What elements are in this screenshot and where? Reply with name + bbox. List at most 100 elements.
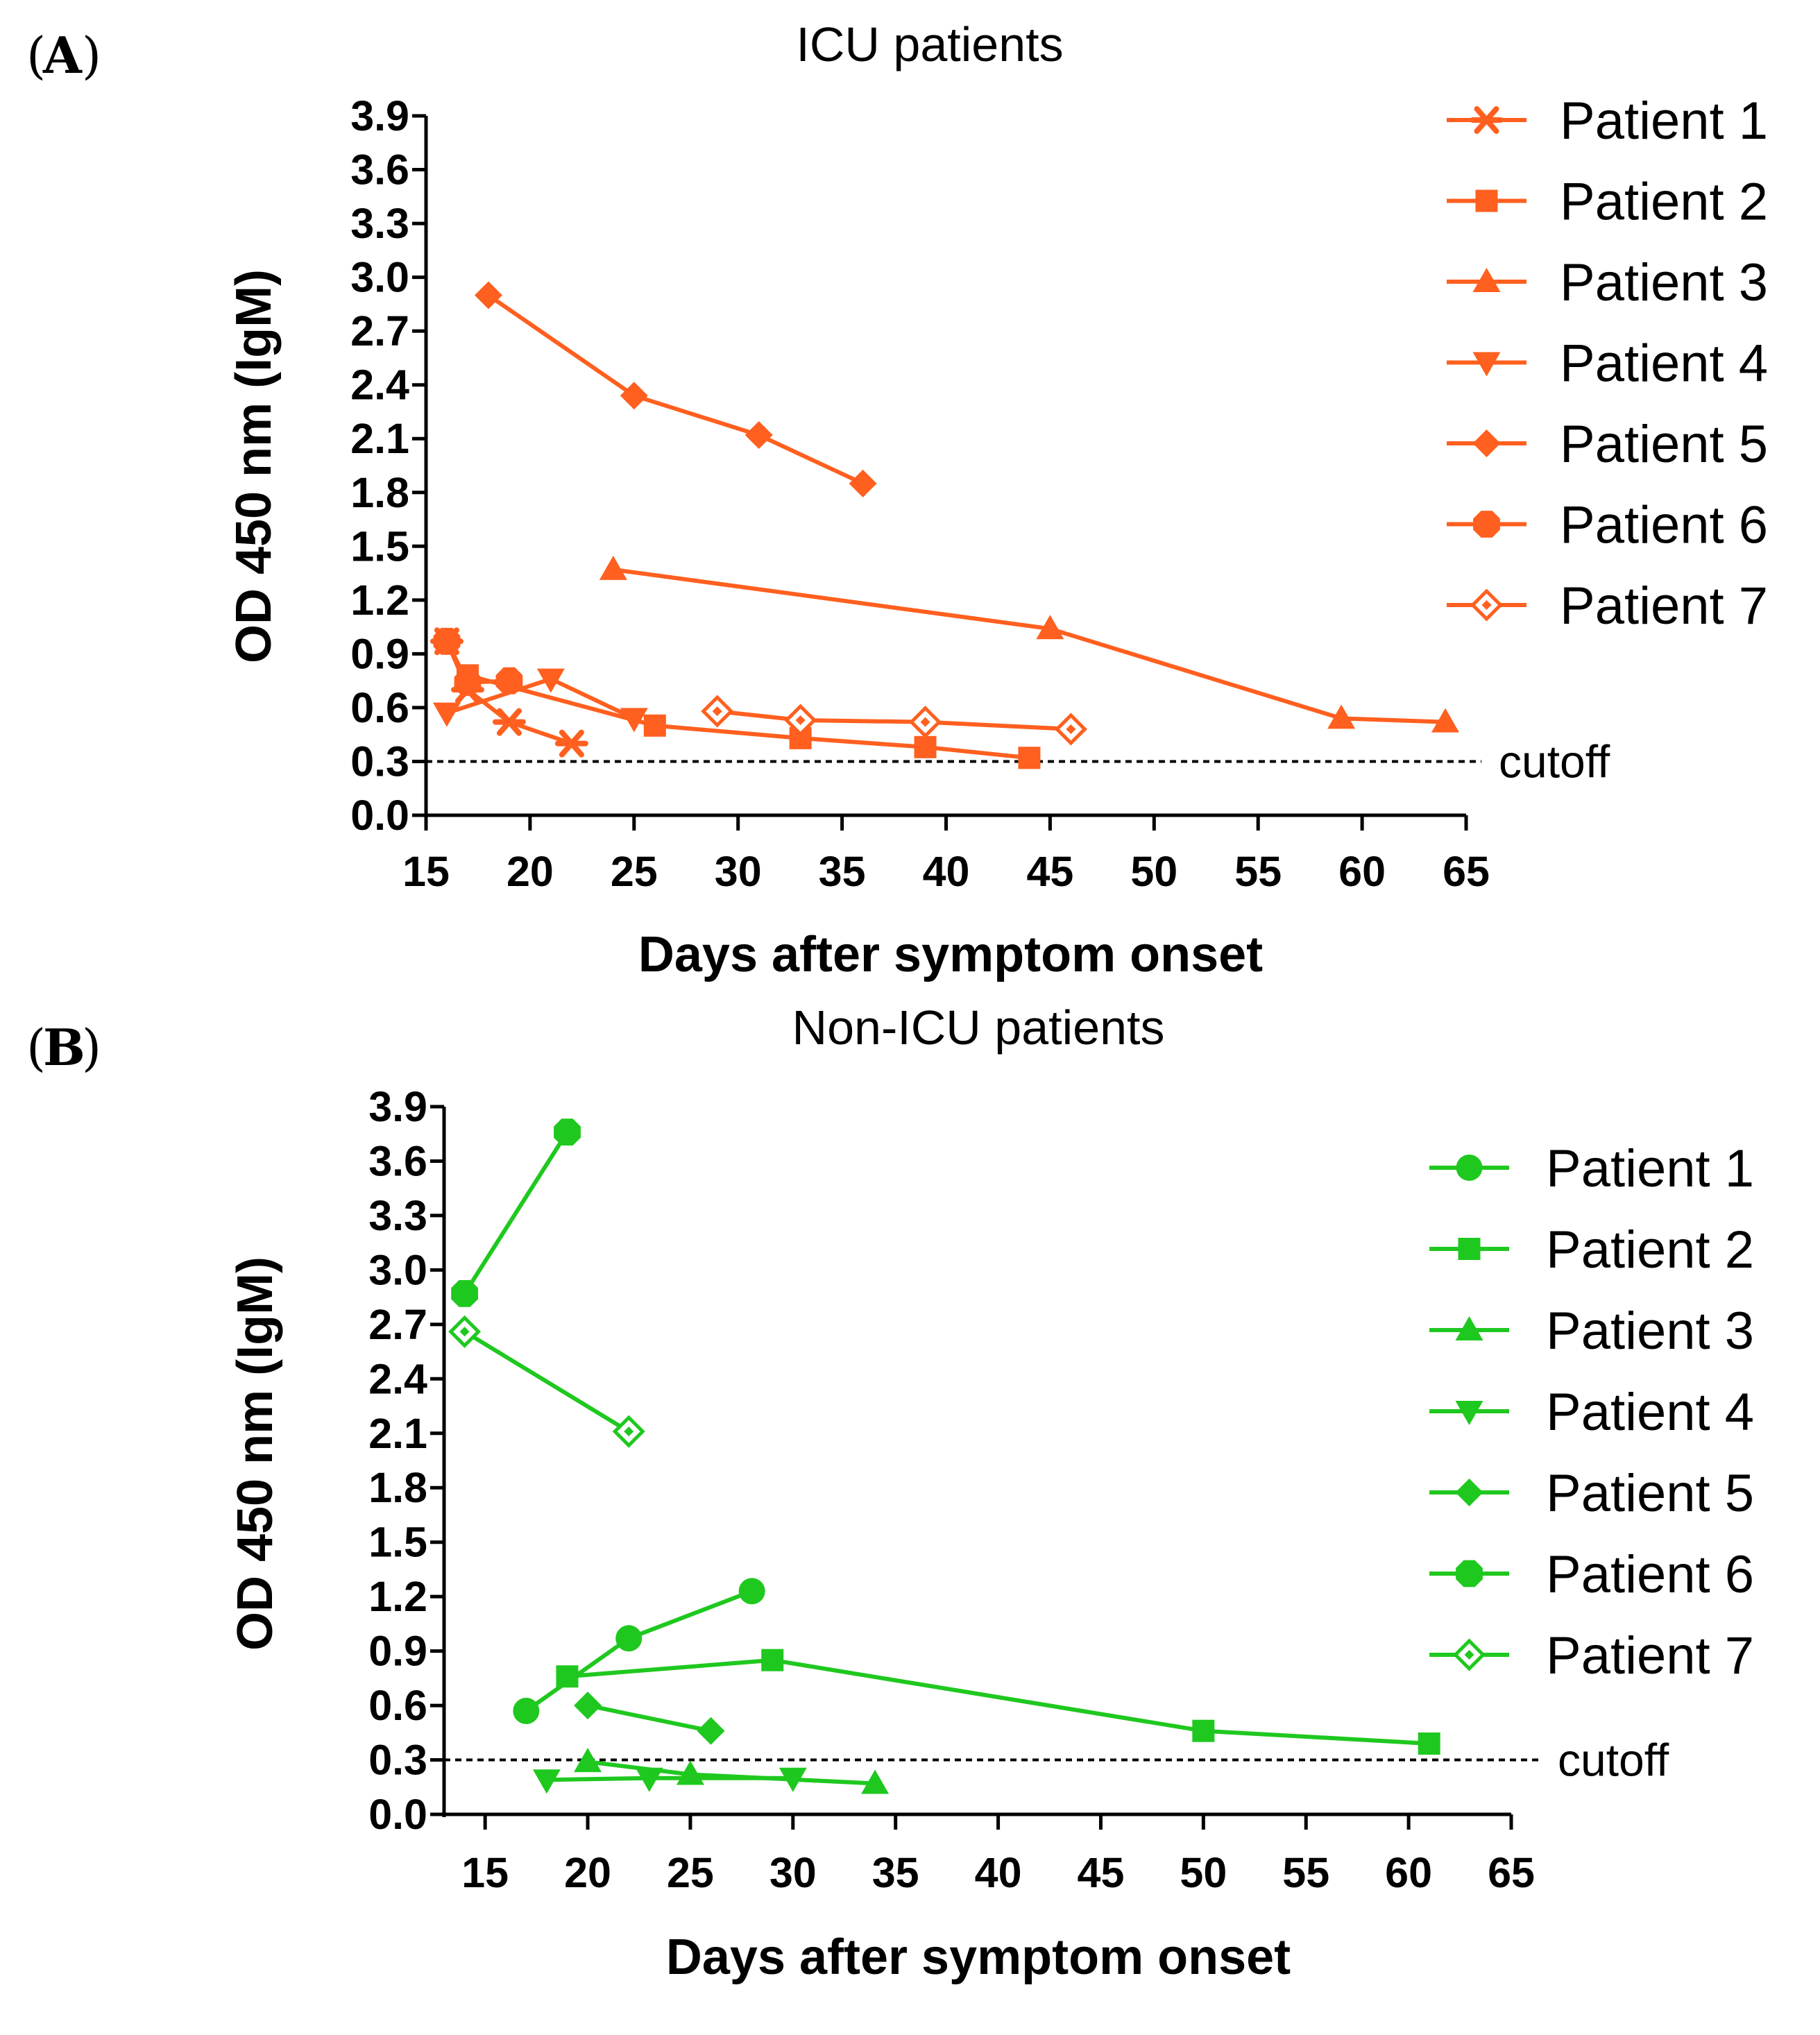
series-line: [567, 1658, 1429, 1746]
data-point: [536, 668, 565, 693]
data-point: [554, 1118, 581, 1146]
y-tick-label: 3.9: [368, 1083, 427, 1130]
panel-a: ( A ) ICU patients 0.0 0.3 0.6 0.9 1.2 1.5 1.8…: [26, 17, 1768, 982]
x-tick-label: 25: [667, 1849, 714, 1896]
axes: 0.0 0.3 0.6 0.9 1.2 1.5 1.8 2.1 2.4 2.7 3.0 3.3 3.6 3…: [350, 92, 1490, 895]
legend-marker: [1472, 268, 1501, 292]
legend-marker: [1455, 1316, 1483, 1340]
data-point: [908, 706, 942, 739]
y-tick-label: 0.3: [350, 738, 409, 785]
data-point: [556, 1665, 579, 1688]
data-point: [635, 1767, 663, 1792]
legend-item: Patient 6: [1429, 1545, 1754, 1604]
legend-marker-center: [1481, 600, 1492, 610]
legend-marker: [1456, 1155, 1483, 1181]
legend-item: Patient 2: [1429, 1220, 1754, 1279]
legend-label: Patient 5: [1546, 1464, 1754, 1523]
legend-label: Patient 7: [1546, 1626, 1754, 1685]
legend-label: Patient 4: [1560, 334, 1768, 393]
y-tick-label: 3.0: [368, 1246, 427, 1293]
series-1: [513, 1578, 765, 1724]
y-tick-label: 1.5: [350, 522, 409, 570]
panel-b-open-paren: (: [26, 1019, 46, 1077]
data-point: [448, 1315, 482, 1348]
legend-label: Patient 2: [1546, 1220, 1754, 1279]
data-point: [451, 1280, 478, 1307]
y-tick-label: 3.3: [368, 1192, 427, 1239]
y-tick-label: 1.8: [368, 1464, 427, 1511]
cutoff-label: cutoff: [1558, 1735, 1669, 1786]
cutoff-label: cutoff: [1499, 735, 1610, 787]
y-axis-label: OD 450 nm (IgM): [226, 269, 282, 663]
legend-item: Patient 6: [1447, 496, 1768, 555]
series-4: [532, 1767, 807, 1794]
y-tick-label: 3.0: [350, 254, 409, 301]
x-tick-label: 60: [1338, 848, 1386, 895]
data-point: [1431, 708, 1460, 733]
data-point: [454, 669, 482, 697]
legend-label: Patient 7: [1560, 577, 1768, 636]
legend-marker-center: [1464, 1650, 1474, 1660]
panel-a-letter: A: [42, 26, 83, 85]
legend-item: Patient 4: [1429, 1383, 1754, 1442]
panel-a-chart: 0.0 0.3 0.6 0.9 1.2 1.5 1.8 2.1 2.4 2.7 3.0 3.3 3.6 3…: [226, 92, 1768, 982]
data-point-center: [459, 1327, 470, 1337]
y-tick-label: 0.6: [350, 684, 409, 731]
data-point: [784, 704, 817, 737]
x-tick-label: 20: [564, 1849, 611, 1896]
data-point: [513, 1697, 540, 1724]
series-line: [525, 1589, 753, 1713]
data-point: [738, 1578, 765, 1605]
legend-marker: [1452, 1638, 1486, 1671]
legend-label: Patient 3: [1546, 1302, 1754, 1361]
data-point: [1054, 713, 1087, 746]
data-point: [620, 382, 648, 410]
data-point-center: [712, 706, 722, 717]
axes: 0.0 0.3 0.6 0.9 1.2 1.5 1.8 2.1 2.4 2.7 3.0 3.3 3.6 3…: [368, 1083, 1535, 1896]
data-point: [745, 421, 773, 450]
data-point: [433, 627, 461, 655]
data-point: [532, 1769, 561, 1794]
data-point: [492, 708, 526, 736]
y-tick-label: 2.1: [350, 415, 409, 462]
data-point: [574, 1692, 602, 1720]
series-line: [487, 293, 864, 486]
data-point: [495, 667, 523, 695]
x-tick-label: 65: [1443, 848, 1490, 895]
x-tick-label: 15: [402, 848, 450, 895]
y-tick-label: 0.0: [368, 1791, 427, 1838]
y-tick-label: 3.6: [368, 1137, 427, 1184]
legend-label: Patient 1: [1560, 92, 1768, 151]
data-point-stroke: [496, 708, 522, 736]
legend-marker: [1472, 429, 1501, 457]
y-tick-label: 1.5: [368, 1519, 427, 1566]
data-point: [643, 714, 666, 737]
legend-label: Patient 5: [1560, 415, 1768, 474]
data-point: [849, 469, 877, 497]
legend-marker: [1470, 106, 1504, 134]
legend-marker: [1470, 588, 1504, 622]
x-tick-label: 20: [507, 848, 554, 895]
legend-item: Patient 3: [1447, 253, 1768, 312]
series-3: [599, 555, 1460, 733]
legend-item: Patient 5: [1429, 1464, 1754, 1523]
y-tick-label: 0.6: [368, 1682, 427, 1729]
legend-item: Patient 5: [1447, 415, 1768, 474]
x-tick-label: 45: [1078, 1849, 1125, 1896]
legend-marker: [1475, 189, 1498, 212]
legend-marker: [1455, 1479, 1483, 1506]
data-point: [1192, 1719, 1215, 1742]
x-axis-label: Days after symptom onset: [666, 1930, 1291, 1985]
data-point: [615, 1625, 643, 1652]
panel-b: ( B ) Non-ICU patients 0.0 0.3 0.6 0.9 1.2 1.…: [26, 1001, 1754, 1985]
series-7: [701, 695, 1087, 746]
y-tick-label: 1.2: [368, 1573, 427, 1620]
legend-item: Patient 4: [1447, 334, 1768, 393]
legend-item: Patient 2: [1447, 173, 1768, 232]
y-tick-label: 2.4: [368, 1355, 427, 1402]
panel-a-title: ICU patients: [796, 17, 1063, 71]
x-tick-label: 50: [1180, 1849, 1227, 1896]
x-tick-label: 30: [715, 848, 762, 895]
series-5: [474, 281, 877, 497]
